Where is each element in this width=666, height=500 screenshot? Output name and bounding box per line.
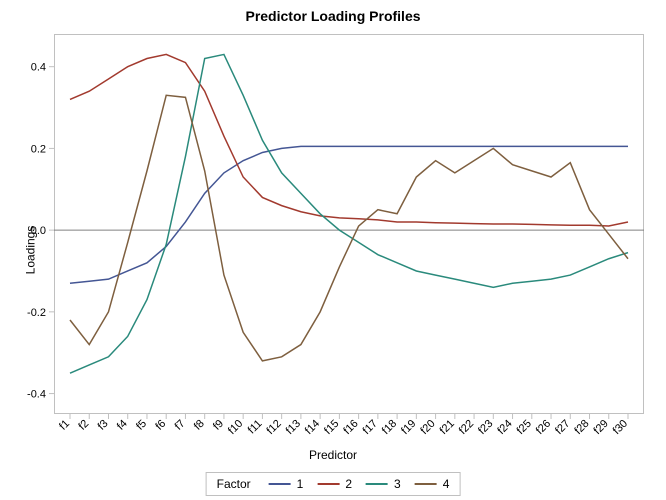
x-tick-label: f30 (611, 418, 630, 437)
x-tick-label: f20 (418, 418, 437, 437)
series-line-3 (70, 54, 628, 373)
series-line-1 (70, 146, 628, 283)
x-tick-label: f25 (515, 418, 534, 437)
y-tick-label: 0.0 (31, 225, 46, 237)
x-tick-label: f13 (284, 418, 303, 437)
legend-swatch (415, 483, 437, 485)
x-tick-label: f29 (592, 418, 611, 437)
legend: Factor 1 2 3 4 (206, 472, 461, 496)
x-tick-label: f18 (380, 418, 399, 437)
x-tick-label: f14 (303, 418, 322, 437)
legend-label: 3 (394, 477, 401, 491)
series-line-2 (70, 54, 628, 226)
x-tick-label: f22 (457, 418, 476, 437)
x-tick-label: f19 (399, 418, 418, 437)
x-tick-label: f12 (264, 418, 283, 437)
x-tick-label: f8 (192, 418, 207, 433)
x-tick-label: f3 (96, 418, 111, 433)
x-tick-label: f16 (341, 418, 360, 437)
x-tick-label: f7 (173, 418, 188, 433)
x-tick-label: f17 (361, 418, 380, 437)
legend-swatch (269, 483, 291, 485)
x-tick-label: f10 (226, 418, 245, 437)
legend-label: 4 (443, 477, 450, 491)
x-tick-label: f11 (246, 418, 265, 437)
legend-label: 1 (297, 477, 304, 491)
series-line-4 (70, 95, 628, 361)
legend-swatch (366, 483, 388, 485)
x-tick-label: f21 (438, 418, 457, 437)
chart-title: Predictor Loading Profiles (0, 8, 666, 24)
x-tick-label: f28 (572, 418, 591, 437)
x-tick-label: f26 (534, 418, 553, 437)
y-tick-label: -0.4 (27, 389, 46, 401)
x-tick-label: f27 (553, 418, 572, 437)
x-tick-label: f15 (322, 418, 341, 437)
legend-swatch (317, 483, 339, 485)
x-tick-label: f4 (115, 418, 130, 433)
chart-container: Predictor Loading Profiles Loadings Pred… (0, 0, 666, 500)
x-tick-label: f24 (495, 418, 514, 437)
x-tick-label: f2 (76, 418, 91, 433)
y-tick-label: 0.2 (31, 143, 46, 155)
legend-title: Factor (217, 477, 251, 491)
x-tick-label: f23 (476, 418, 495, 437)
legend-item-2: 2 (317, 477, 352, 491)
x-tick-label: f6 (153, 418, 168, 433)
x-tick-label: f9 (211, 418, 226, 433)
legend-item-1: 1 (269, 477, 304, 491)
y-tick-label: -0.2 (27, 307, 46, 319)
y-tick-label: 0.4 (31, 62, 46, 74)
x-tick-label: f1 (57, 418, 72, 433)
x-tick-label: f5 (134, 418, 149, 433)
legend-item-3: 3 (366, 477, 401, 491)
plot-area: -0.4-0.20.00.20.4f1f2f3f4f5f6f7f8f9f10f1… (18, 30, 648, 458)
legend-label: 2 (345, 477, 352, 491)
legend-item-4: 4 (415, 477, 450, 491)
